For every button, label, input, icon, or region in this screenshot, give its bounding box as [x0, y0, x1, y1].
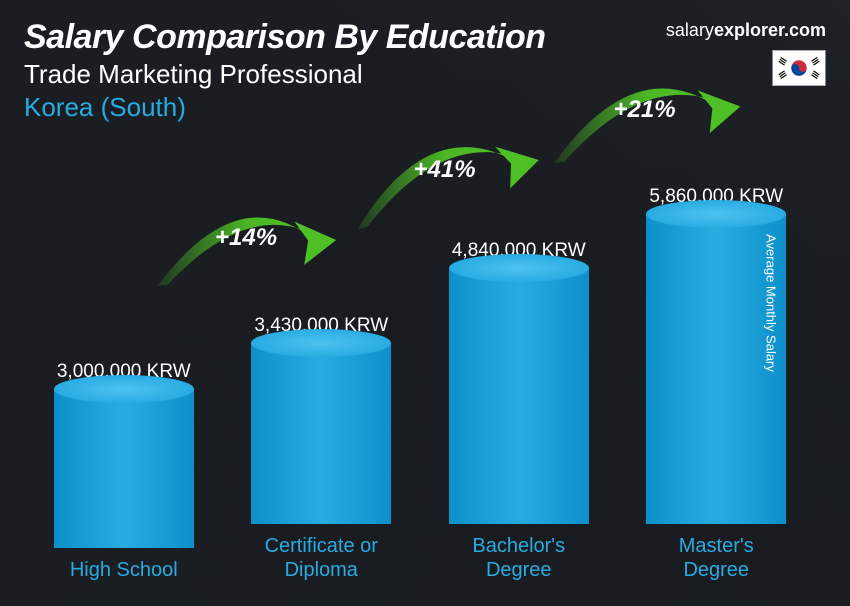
chart-subtitle: Trade Marketing Professional [24, 59, 546, 90]
bar-group: 3,000,000 KRW High School [40, 361, 208, 582]
bar [251, 343, 391, 524]
brand-label: salaryexplorer.com [666, 20, 826, 41]
korea-flag-icon [772, 50, 826, 86]
chart-country: Korea (South) [24, 92, 546, 123]
increase-pct: +21% [614, 96, 676, 124]
bar-label: Bachelor'sDegree [472, 534, 565, 582]
bar-group: 3,430,000 KRW Certificate orDiploma [238, 315, 406, 582]
bar [449, 268, 589, 524]
bar-label: High School [70, 558, 178, 582]
chart-title: Salary Comparison By Education [24, 18, 546, 57]
y-axis-label: Average Monthly Salary [764, 234, 779, 372]
bar-label: Certificate orDiploma [265, 534, 378, 582]
increase-pct: +14% [215, 224, 277, 252]
bar [54, 389, 194, 548]
bar-group: 4,840,000 KRW Bachelor'sDegree [435, 240, 603, 582]
increase-pct: +41% [414, 156, 476, 184]
bar-label: Master'sDegree [679, 534, 754, 582]
